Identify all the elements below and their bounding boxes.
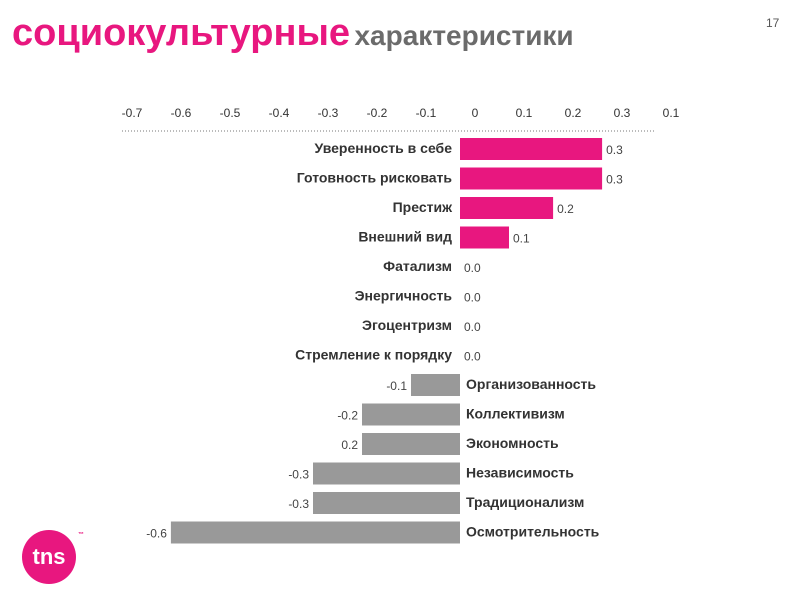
category-label: Внешний вид bbox=[358, 229, 452, 245]
title-main: социокультурные bbox=[12, 12, 351, 54]
data-label: -0.2 bbox=[337, 409, 358, 423]
axis-tick-label: 0 bbox=[472, 106, 479, 120]
axis-tick-label: -0.3 bbox=[318, 106, 339, 120]
axis-tick-label: 0.1 bbox=[516, 106, 533, 120]
bar bbox=[411, 374, 460, 396]
logo-text: tns bbox=[32, 544, 66, 569]
data-label: 0.2 bbox=[557, 202, 574, 216]
data-label: 0.3 bbox=[606, 173, 623, 187]
category-label: Готовность рисковать bbox=[297, 170, 453, 186]
bar bbox=[313, 462, 460, 485]
data-label: 0.3 bbox=[606, 143, 623, 157]
data-label: 0.0 bbox=[464, 261, 481, 275]
axis-tick-label: -0.2 bbox=[367, 106, 388, 120]
category-label: Традиционализм bbox=[466, 494, 584, 510]
category-label: Экономность bbox=[466, 435, 559, 451]
category-label: Энергичность bbox=[355, 288, 453, 304]
axis-tick-label: -0.7 bbox=[122, 106, 143, 120]
axis-tick-label: 0.2 bbox=[565, 106, 582, 120]
category-label: Уверенность в себе bbox=[315, 140, 453, 156]
category-label: Престиж bbox=[393, 199, 453, 215]
data-label: -0.3 bbox=[288, 468, 309, 482]
bar bbox=[362, 403, 460, 426]
data-label: 0.0 bbox=[464, 320, 481, 334]
category-label: Организованность bbox=[466, 376, 596, 392]
trademark-mark: ™ bbox=[78, 532, 84, 538]
data-label: 0.0 bbox=[464, 350, 481, 364]
category-label: Коллективизм bbox=[466, 406, 565, 422]
category-label: Независимость bbox=[466, 465, 574, 481]
title-rest: характеристики bbox=[354, 20, 574, 51]
data-label: -0.3 bbox=[288, 497, 309, 511]
data-label: 0.1 bbox=[513, 232, 530, 246]
bar bbox=[460, 167, 603, 190]
page-title: социокультурные характеристики bbox=[12, 12, 574, 55]
data-label: -0.1 bbox=[386, 379, 407, 393]
axis-tick-label: -0.6 bbox=[171, 106, 192, 120]
page-number: 17 bbox=[766, 16, 780, 30]
data-label: 0.0 bbox=[464, 291, 481, 305]
bar bbox=[170, 521, 460, 544]
bar bbox=[460, 197, 554, 219]
tns-logo: tns ™ bbox=[22, 530, 84, 584]
axis-tick-label: -0.1 bbox=[416, 106, 437, 120]
category-label: Осмотрительность bbox=[466, 524, 600, 540]
axis-tick-label: 0.1 bbox=[663, 106, 680, 120]
axis-tick-label: -0.4 bbox=[269, 106, 290, 120]
data-label: -0.6 bbox=[146, 527, 167, 541]
data-label: 0.2 bbox=[341, 438, 358, 452]
bar bbox=[362, 433, 460, 455]
bar bbox=[313, 492, 460, 514]
bar bbox=[460, 138, 603, 160]
axis-tick-label: -0.5 bbox=[220, 106, 241, 120]
category-label: Эгоцентризм bbox=[362, 317, 452, 333]
axis-tick-label: 0.3 bbox=[614, 106, 631, 120]
category-label: Стремление к порядку bbox=[295, 347, 452, 363]
category-label: Фатализм bbox=[383, 258, 452, 274]
bar bbox=[460, 226, 509, 249]
